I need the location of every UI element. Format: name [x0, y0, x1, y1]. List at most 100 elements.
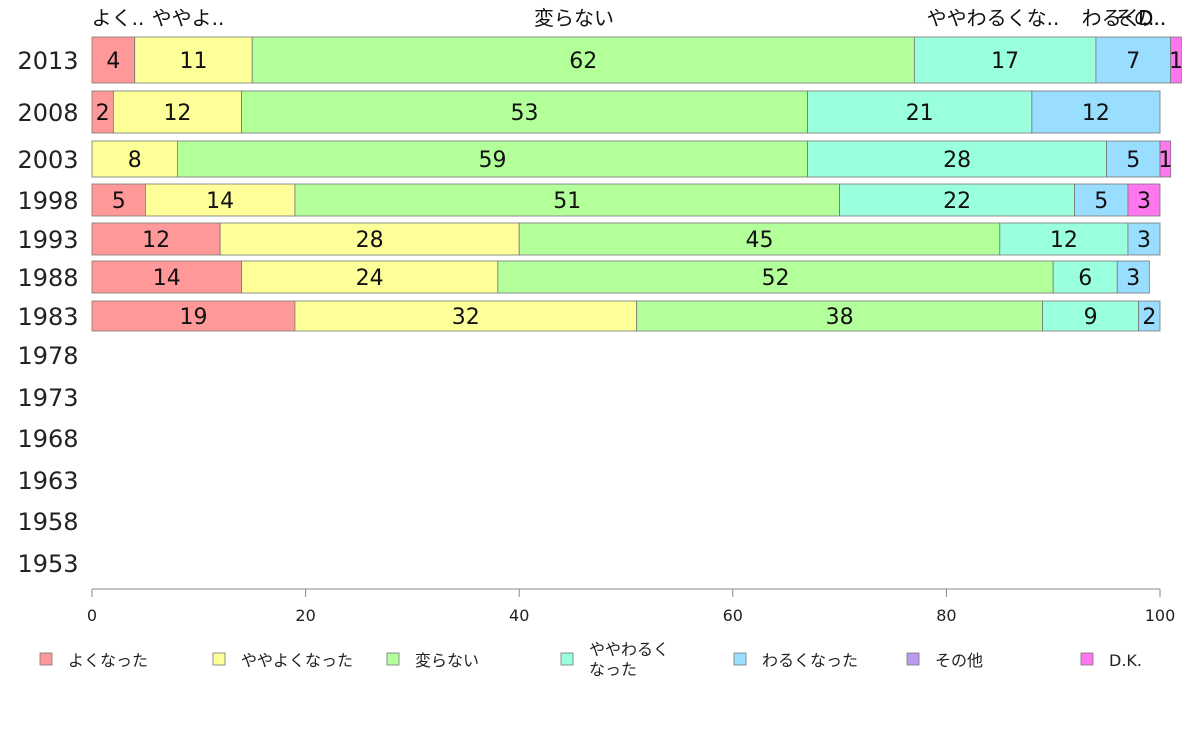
bar-segment-2003-3 [807, 140, 1108, 178]
bar-segment-2013-4 [1095, 36, 1172, 84]
bar-value-label-1983-3: 9 [1084, 305, 1098, 330]
bar-segment-1993-2 [518, 222, 1001, 256]
year-label-1958: 1958 [17, 508, 78, 536]
bar-value-label-1998-6: 3 [1137, 189, 1151, 214]
bar-segment-1998-1 [144, 183, 296, 217]
bar-segment-2008-4 [1031, 90, 1161, 134]
legend-swatch-3 [560, 652, 574, 666]
bar-value-label-1988-0: 14 [153, 266, 181, 291]
x-tick-label-60: 60 [723, 606, 743, 625]
bar-value-label-2003-3: 28 [943, 148, 971, 173]
bar-value-label-2013-2: 62 [569, 49, 597, 74]
x-tick-label-40: 40 [509, 606, 529, 625]
bar-value-label-1993-4: 3 [1137, 228, 1151, 253]
bar-segment-2003-2 [177, 140, 808, 178]
top-label-2: 変らない [534, 6, 614, 30]
legend-label-3: ややわるくなった [589, 640, 669, 679]
legend-swatch-5 [906, 652, 920, 666]
bar-segment-2003-4 [1106, 140, 1161, 178]
year-label-1953: 1953 [17, 550, 78, 578]
bar-value-label-1983-1: 32 [452, 305, 480, 330]
year-label-1983: 1983 [17, 303, 78, 331]
bar-segment-1993-4 [1127, 222, 1161, 256]
bar-segment-1998-2 [294, 183, 841, 217]
bar-segment-1983-3 [1042, 300, 1140, 332]
top-label-1: ややよ.. [152, 6, 225, 30]
bar-segment-1993-3 [999, 222, 1129, 256]
bar-segment-2013-3 [913, 36, 1097, 84]
bar-segment-1983-0 [91, 300, 296, 332]
bar-segment-1998-3 [839, 183, 1075, 217]
legend-swatch-0 [39, 652, 53, 666]
bar-segment-1983-1 [294, 300, 638, 332]
bar-value-label-2003-6: 1 [1158, 148, 1172, 173]
bar-value-label-2013-0: 4 [106, 49, 120, 74]
bar-value-label-1993-1: 28 [356, 228, 384, 253]
bar-value-label-1998-1: 14 [206, 189, 234, 214]
bar-segment-1988-2 [497, 260, 1054, 294]
bar-value-label-1983-4: 2 [1142, 305, 1156, 330]
top-label-6: D.. [1138, 6, 1166, 30]
bar-value-label-1993-0: 12 [142, 228, 170, 253]
bar-value-label-2008-4: 12 [1082, 101, 1110, 126]
bar-value-label-2003-4: 5 [1126, 148, 1140, 173]
bar-segment-1983-4 [1138, 300, 1161, 332]
bar-value-label-2013-4: 7 [1126, 49, 1140, 74]
legend-swatch-1 [212, 652, 226, 666]
bar-value-label-1983-0: 19 [179, 305, 207, 330]
bar-segment-2003-1 [91, 140, 178, 178]
bar-value-label-1988-2: 52 [762, 266, 790, 291]
top-label-5: その.. [1114, 6, 1167, 30]
bar-segment-1988-1 [241, 260, 499, 294]
bar-segment-1983-2 [636, 300, 1043, 332]
bar-value-label-1988-3: 6 [1078, 266, 1092, 291]
bar-value-label-2008-3: 21 [906, 101, 934, 126]
year-label-2008: 2008 [17, 99, 78, 127]
year-label-1998: 1998 [17, 187, 78, 215]
bar-segment-2013-6 [1170, 36, 1182, 84]
year-label-2013: 2013 [17, 47, 78, 75]
bar-segment-1993-1 [219, 222, 520, 256]
bar-segment-2008-1 [112, 90, 242, 134]
bars-group: 4 11 62 17 7 12 12 53 21 128 59 28 5 15 14 51 22 5 312 28 45… [91, 36, 1183, 332]
top-label-3: ややわるくな.. [927, 6, 1060, 30]
bar-value-label-2003-1: 8 [128, 148, 142, 173]
year-label-1978: 1978 [17, 342, 78, 370]
bar-value-label-1988-4: 3 [1126, 266, 1140, 291]
bar-value-label-2003-2: 59 [479, 148, 507, 173]
top-label-0: よく.. [92, 6, 145, 30]
bar-segment-2003-6 [1159, 140, 1172, 178]
bar-value-label-1993-3: 12 [1050, 228, 1078, 253]
bar-value-label-2013-6: 1 [1169, 49, 1183, 74]
year-label-1963: 1963 [17, 467, 78, 495]
legend-label-1: ややよくなった [241, 651, 353, 670]
legend-label-0: よくなった [68, 651, 148, 670]
bar-value-label-1983-2: 38 [826, 305, 854, 330]
year-label-1993: 1993 [17, 226, 78, 254]
bar-value-label-1988-1: 24 [356, 266, 384, 291]
legend-swatch-4 [733, 652, 747, 666]
top-label-4: わるく.. [1082, 6, 1155, 30]
bar-value-label-1998-0: 5 [112, 189, 126, 214]
legend-label-2: 変らない [415, 651, 479, 670]
bar-segment-1988-0 [91, 260, 242, 294]
bar-segment-2013-2 [251, 36, 915, 84]
x-tick-label-20: 20 [295, 606, 315, 625]
year-label-2003: 2003 [17, 146, 78, 174]
x-tick-label-100: 100 [1145, 606, 1176, 625]
bar-segment-2008-2 [241, 90, 808, 134]
bar-value-label-2008-1: 12 [163, 101, 191, 126]
legend-label-5: その他 [935, 651, 983, 670]
bar-segment-1988-3 [1052, 260, 1118, 294]
bar-value-label-2013-1: 11 [179, 49, 207, 74]
x-axis: 0 20 40 60 80 100 [87, 588, 1176, 625]
legend-swatch-6 [1080, 652, 1094, 666]
bar-segment-1998-0 [91, 183, 146, 217]
year-label-1968: 1968 [17, 425, 78, 453]
bar-value-label-1998-4: 5 [1094, 189, 1108, 214]
bar-value-label-2008-2: 53 [511, 101, 539, 126]
bar-segment-2013-0 [91, 36, 136, 84]
bar-segment-1993-0 [91, 222, 221, 256]
bar-segment-1998-6 [1127, 183, 1161, 217]
